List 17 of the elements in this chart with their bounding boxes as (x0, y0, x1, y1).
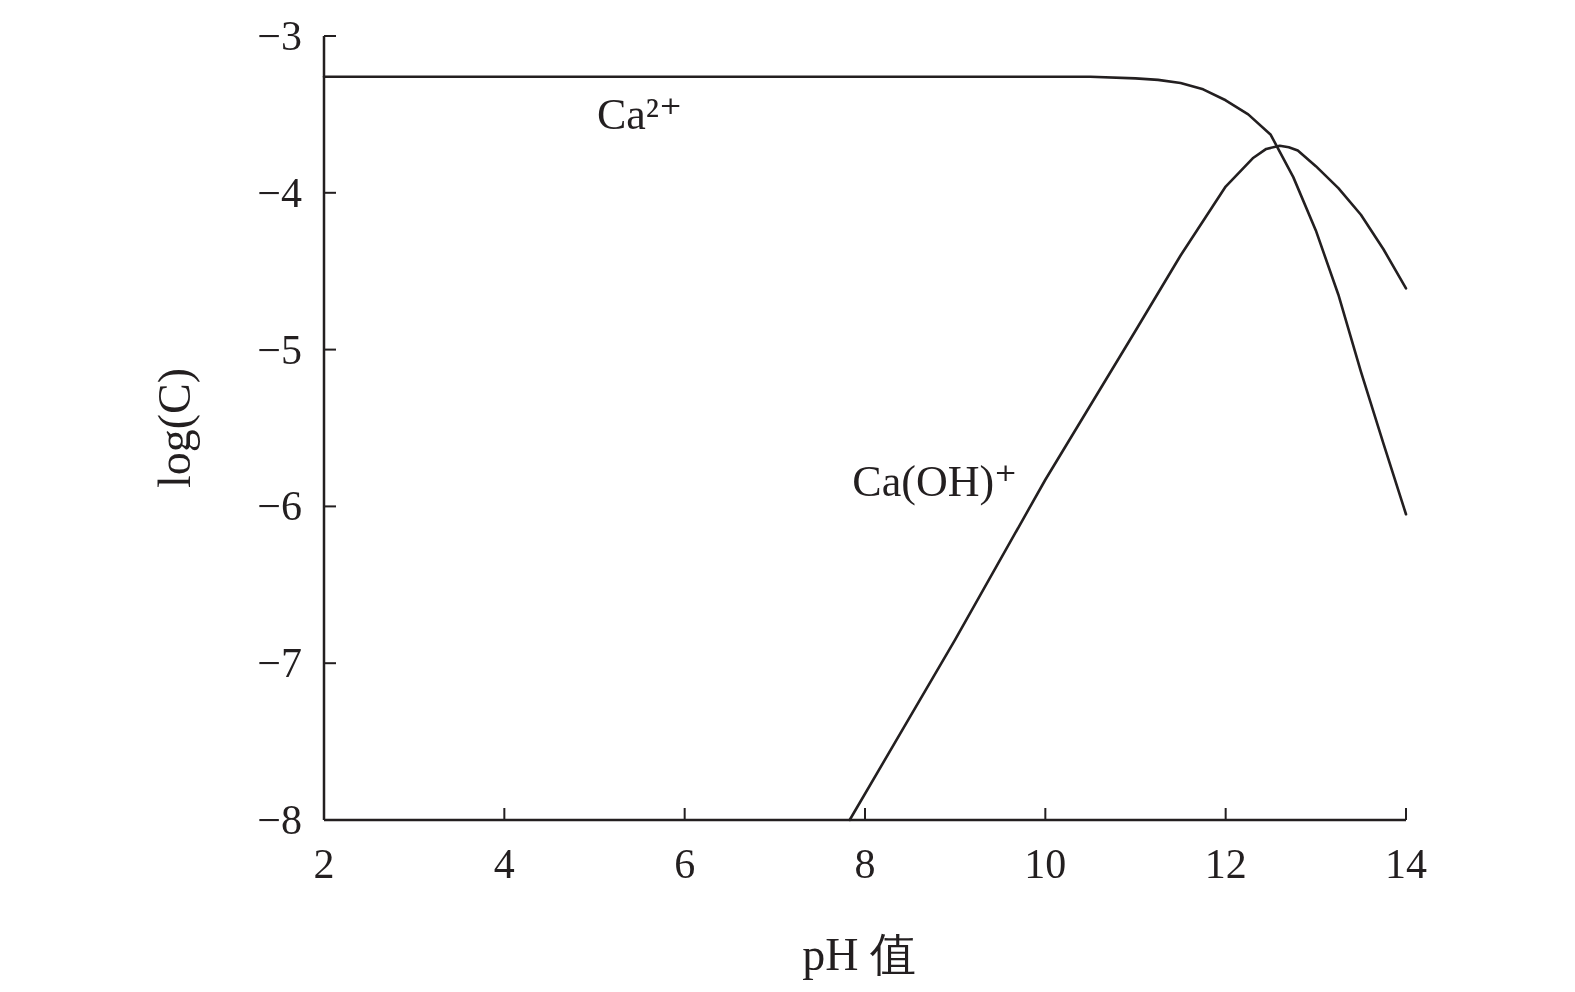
y-tick-label: −7 (257, 640, 302, 687)
y-tick-label: −6 (257, 483, 302, 530)
y-tick-label: −3 (257, 13, 302, 59)
series-label: Ca(OH)⁺ (852, 456, 1018, 506)
x-tick-label: 12 (1204, 841, 1247, 887)
x-axis-title: pH 值 (802, 929, 916, 980)
x-tick-label: 2 (313, 841, 335, 887)
y-tick-label: −8 (257, 797, 302, 843)
x-tick-label: 10 (1024, 841, 1067, 887)
series-label: Ca²⁺ (596, 89, 683, 139)
x-tick-label: 4 (493, 841, 515, 887)
x-tick-label: 8 (854, 841, 876, 887)
y-tick-label: −5 (257, 326, 302, 373)
x-tick-label: 14 (1385, 841, 1427, 887)
y-axis-title: log(C) (149, 367, 200, 489)
y-tick-label: −4 (257, 169, 302, 216)
x-tick-label: 6 (674, 841, 696, 887)
